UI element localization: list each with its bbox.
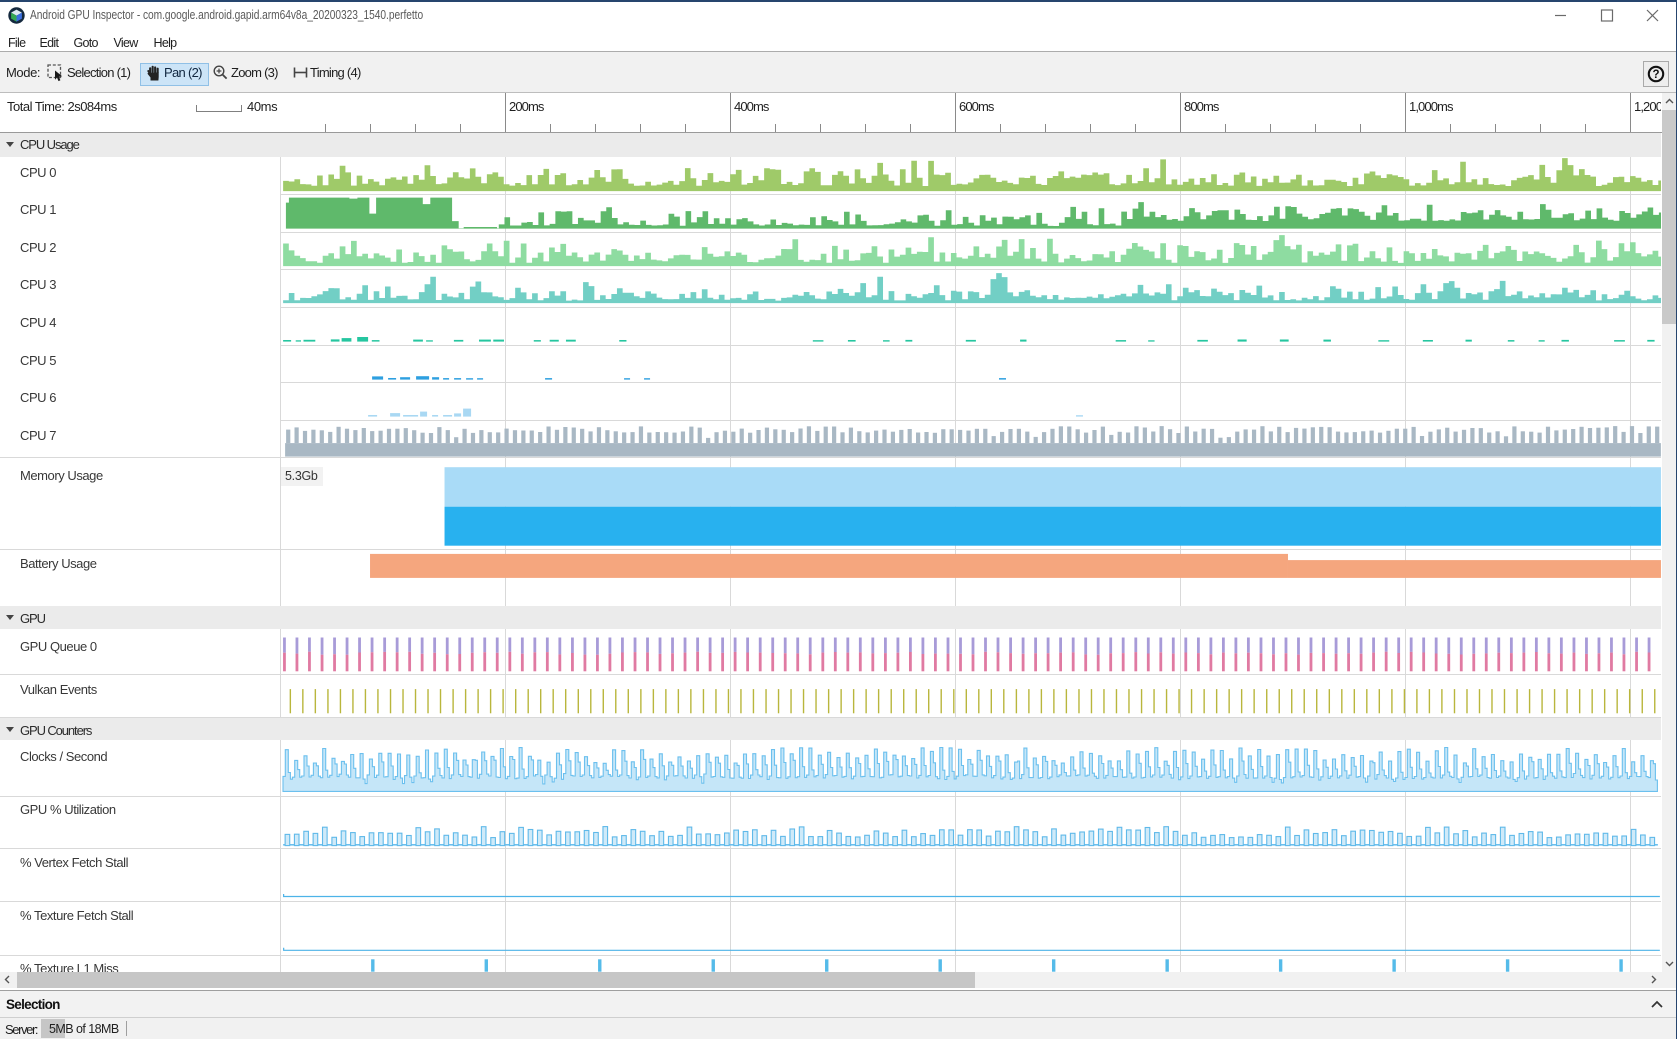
svg-text:?: ? bbox=[1652, 69, 1659, 81]
